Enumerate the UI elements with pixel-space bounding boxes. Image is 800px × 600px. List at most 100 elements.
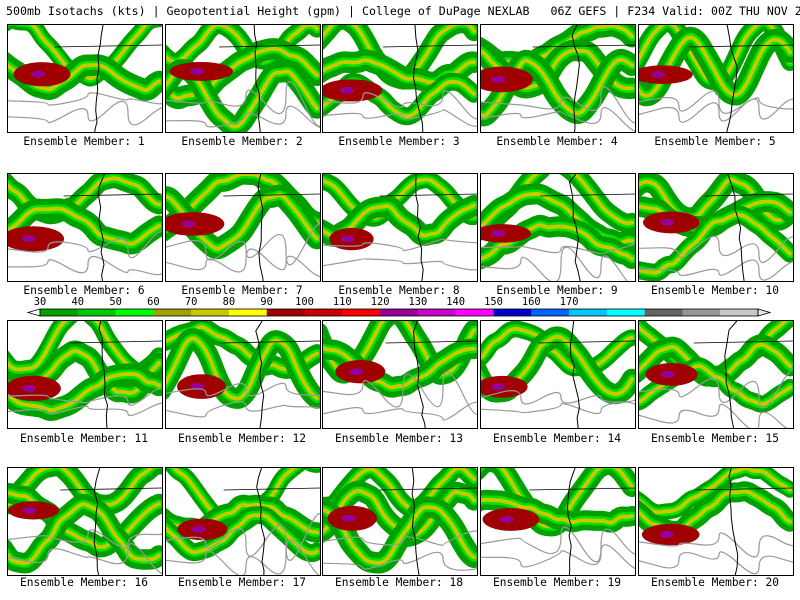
border-line [694,487,793,491]
jet-max-core [22,384,37,392]
height-contour [481,544,635,570]
ensemble-panel-1 [7,24,163,133]
colorbar-swatch [606,309,645,316]
jet-map [8,25,162,132]
ensemble-panel-7 [165,173,321,282]
coastline [93,468,101,575]
height-contour [8,231,162,259]
ensemble-caption-10: Ensemble Member: 10 [651,284,779,297]
jet-map [639,468,793,575]
coastline [255,321,265,428]
colorbar-swatch [304,309,343,316]
jet-band-core [8,502,161,566]
colorbar-swatch [77,309,116,316]
border-line [220,340,320,344]
jet-band-core [481,497,634,525]
jet-max-core [341,514,356,522]
colorbar-swatch [40,309,79,316]
colorbar-labels: 30 40 50 60 70 80 90 100 110 120 130 140 150 160 170 [0,296,800,308]
ensemble-panel-11 [7,320,163,429]
jet-map [8,321,162,428]
coastline [569,321,580,428]
ensemble-panel-18 [322,467,478,576]
ensemble-panel-9 [480,173,636,282]
colorbar-label: 100 [295,296,314,308]
colorbar-swatch [191,309,230,316]
colorbar-label: 170 [559,296,579,308]
jet-band-core [639,35,792,98]
ensemble-caption-8: Ensemble Member: 8 [338,284,460,297]
jet-max-core [22,506,37,514]
border-line [529,487,635,491]
colorbar-label: 130 [408,296,428,308]
ensemble-caption-17: Ensemble Member: 17 [178,576,306,589]
height-contour [166,401,320,418]
jet-max-core [21,235,36,243]
ensemble-panel-16 [7,467,163,576]
height-contour [323,401,477,421]
jet-max-core [31,70,46,78]
colorbar-swatch [682,309,721,316]
ensemble-caption-3: Ensemble Member: 3 [338,135,460,148]
colorbar-swatch [342,309,381,316]
jet-map [8,468,162,575]
height-contour [166,222,320,266]
jet-band-core [639,212,792,275]
height-contour [323,90,477,120]
ensemble-caption-20: Ensemble Member: 20 [651,576,779,589]
colorbar-swatch [417,309,456,316]
height-contour [639,259,793,281]
ensemble-panel-10 [638,173,794,282]
coastline [412,25,424,132]
border-line [540,193,635,197]
height-contour [8,387,162,406]
border-line [54,44,162,48]
jet-max [481,66,533,93]
jet-max-core [651,71,666,79]
coastline [97,174,105,281]
height-contour [166,539,320,575]
height-contour [481,107,635,132]
colorbar-swatch [531,309,570,316]
height-contour [8,100,162,126]
ensemble-caption-18: Ensemble Member: 18 [335,576,463,589]
jet-map [323,468,477,575]
ensemble-caption-9: Ensemble Member: 9 [496,284,618,297]
jet-band-core [8,206,161,246]
height-contour [8,402,162,417]
ensemble-panel-4 [480,24,636,133]
height-contour [166,512,320,561]
border-line [704,193,793,197]
height-contour [639,235,793,263]
height-contour [323,530,477,546]
height-contour [639,90,793,114]
height-contour [323,109,477,127]
border-line [532,44,635,48]
border-line [223,487,320,491]
jet-map [639,174,793,281]
border-line [693,340,793,344]
jet-max-core [340,86,355,94]
colorbar-label: 70 [184,296,198,308]
jet-max-core [499,515,514,523]
colorbar-label: 80 [222,296,236,308]
coastline [94,25,104,132]
colorbar-label: 150 [484,296,503,308]
jet-band-core [8,491,161,550]
jet-band-core [481,223,634,261]
ensemble-panel-2 [165,24,321,133]
colorbar-label: 90 [260,296,273,308]
coastline [728,468,739,575]
jet-map [323,174,477,281]
jet-band-core [639,363,792,407]
jet-map [639,25,793,132]
jet-max-core [491,383,506,391]
jet-band-core [166,513,319,556]
ensemble-caption-6: Ensemble Member: 6 [23,284,145,297]
ensemble-caption-2: Ensemble Member: 2 [181,135,303,148]
height-contour [481,86,635,124]
jet-band-core [639,489,792,534]
ensemble-panel-20 [638,467,794,576]
header-right-title: 06Z GEFS | F234 Valid: 00Z THU NOV 27 20… [550,4,800,18]
ensemble-caption-1: Ensemble Member: 1 [23,135,145,148]
